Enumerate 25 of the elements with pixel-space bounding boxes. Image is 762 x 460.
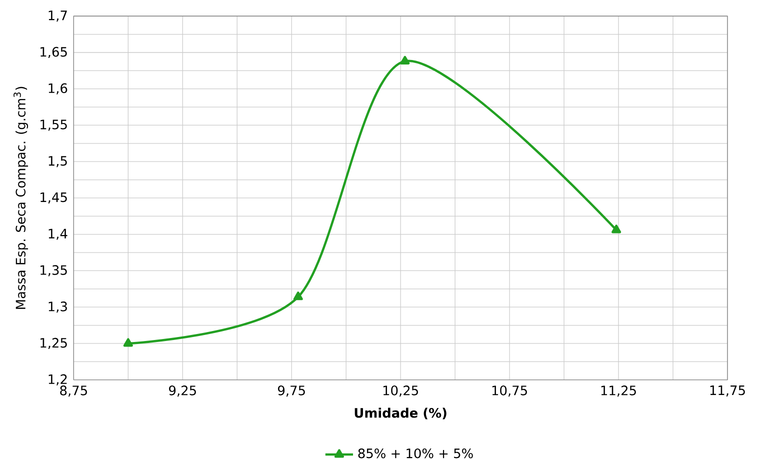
point (293, 291, 303, 300)
point (400, 56, 410, 64)
x-tick-label: 10,75 (492, 385, 527, 396)
x-tick-label: 9,75 (278, 385, 305, 396)
y-tick-label: 1,6 (48, 83, 68, 94)
y-tick-label: 1,55 (40, 120, 67, 130)
x-tick-label: 10,25 (383, 385, 418, 396)
x-axis-title: Umidade (%) (354, 408, 446, 420)
y-tick-label: 1,25 (40, 338, 67, 349)
x-tick-label: 11,25 (601, 385, 636, 396)
y-axis-title: Massa Esp. Seca Compac. (g.cm$^{3}$) (14, 86, 28, 309)
y-tick-label: 1,2 (48, 374, 67, 386)
x-tick-label: 11,75 (710, 385, 745, 396)
x-tick-label: 8,75 (60, 385, 87, 396)
y-tick-label: 1,5 (48, 156, 67, 167)
y-tick-label: 1,7 (48, 10, 67, 22)
y-tick-label: 1,4 (48, 228, 68, 240)
y-tick-label: 1,3 (48, 301, 67, 312)
point (612, 224, 622, 234)
y-tick-label: 1,65 (40, 46, 67, 58)
x-tick-label: 9,25 (169, 385, 196, 396)
legend-label: 85% + 10% + 5% (358, 448, 473, 458)
point (123, 338, 133, 346)
y-tick-label: 1,45 (40, 192, 67, 204)
y-tick-label: 1,35 (40, 264, 67, 276)
